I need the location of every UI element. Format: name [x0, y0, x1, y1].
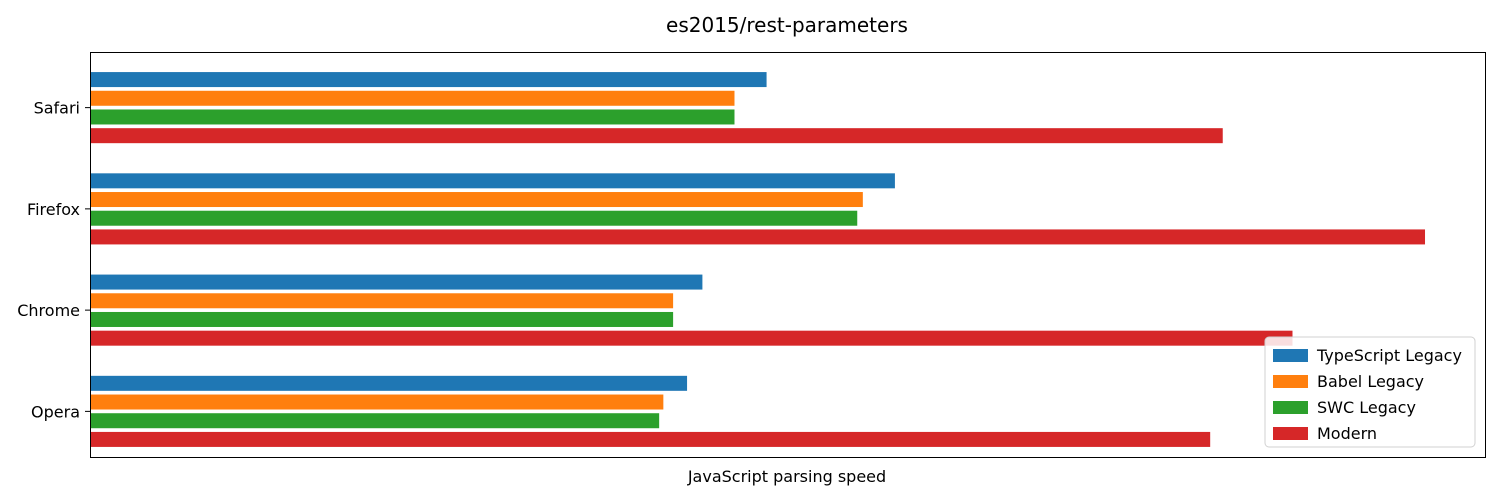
- bar-opera-babel-legacy: [90, 394, 664, 410]
- x-axis-label: JavaScript parsing speed: [687, 467, 886, 486]
- legend: TypeScript Legacy Babel Legacy SWC Legacy M…: [1264, 336, 1476, 448]
- y-tick-label: Safari: [34, 99, 80, 118]
- y-tick-label: Firefox: [27, 200, 80, 219]
- legend-label: Modern: [1317, 424, 1377, 443]
- bar-safari-swc-legacy: [90, 109, 735, 125]
- plot-area: [90, 72, 1426, 447]
- bar-safari-modern: [90, 128, 1223, 144]
- bar-firefox-modern: [90, 229, 1426, 245]
- bar-firefox-swc-legacy: [90, 210, 858, 226]
- bar-opera-swc-legacy: [90, 413, 660, 429]
- bar-chrome-typescript-legacy: [90, 274, 703, 290]
- bar-chrome-babel-legacy: [90, 293, 674, 309]
- y-axis: Safari Firefox Chrome Opera: [17, 99, 90, 421]
- bar-safari-typescript-legacy: [90, 72, 767, 88]
- bar-firefox-babel-legacy: [90, 192, 863, 208]
- legend-swatch: [1273, 427, 1308, 440]
- y-tick-label: Opera: [31, 402, 80, 421]
- bar-opera-modern: [90, 431, 1211, 447]
- bar-opera-typescript-legacy: [90, 375, 688, 391]
- legend-label: SWC Legacy: [1317, 398, 1416, 417]
- y-tick-label: Chrome: [17, 301, 80, 320]
- plot-frame: [90, 52, 1486, 458]
- bar-chrome-modern: [90, 330, 1293, 346]
- legend-swatch: [1273, 401, 1308, 414]
- bar-chrome-swc-legacy: [90, 311, 674, 327]
- legend-swatch: [1273, 375, 1308, 388]
- legend-label: Babel Legacy: [1317, 372, 1424, 391]
- bar-safari-babel-legacy: [90, 90, 735, 106]
- legend-swatch: [1273, 349, 1308, 362]
- legend-label: TypeScript Legacy: [1316, 346, 1462, 365]
- legend-box: [1264, 336, 1476, 448]
- bar-firefox-typescript-legacy: [90, 173, 895, 189]
- chart-title: es2015/rest-parameters: [666, 13, 908, 37]
